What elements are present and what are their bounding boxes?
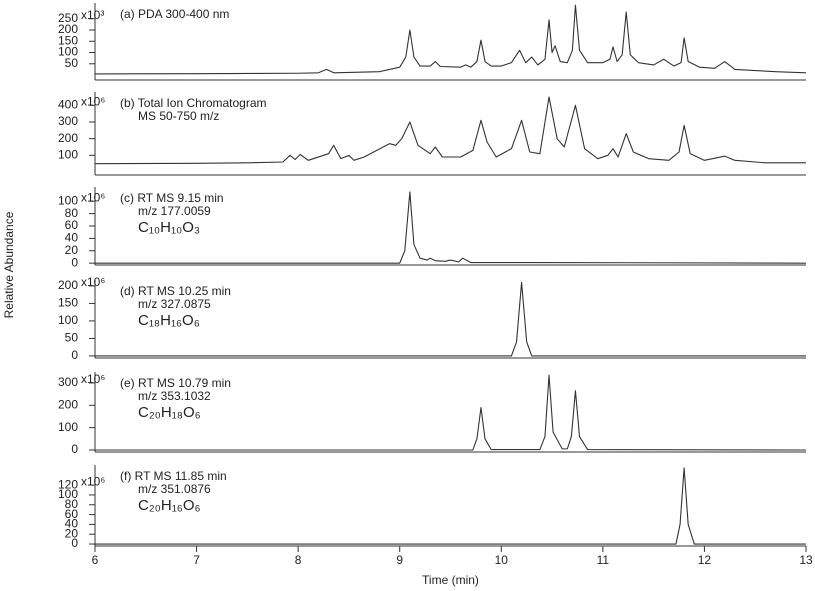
- y-tick-label: 100: [58, 148, 78, 162]
- y-tick-label: 80: [65, 206, 79, 220]
- x-tick-label: 7: [193, 553, 200, 567]
- y-tick-label: 60: [65, 507, 79, 521]
- y-tick-label: 40: [65, 231, 79, 245]
- y-tick-label: 80: [65, 497, 79, 511]
- x-tick-label: 6: [92, 553, 99, 567]
- panel-label: m/z 351.0876: [138, 482, 211, 496]
- y-unit-label: x10⁶: [81, 275, 105, 289]
- y-tick-label: 100: [58, 420, 78, 434]
- y-tick-label: 150: [58, 296, 78, 310]
- panel-label: m/z 353.1032: [138, 389, 211, 403]
- trace: [94, 96, 806, 165]
- panel-label: MS 50-750 m/z: [138, 109, 219, 123]
- trace: [95, 191, 807, 264]
- y-tick-label: 0: [71, 255, 78, 269]
- panel-label: m/z 327.0875: [138, 297, 211, 311]
- trace: [95, 467, 806, 545]
- y-tick-label: 100: [58, 313, 78, 327]
- y-unit-label: x10⁶: [81, 474, 105, 488]
- panel-label: (a) PDA 300-400 nm: [120, 7, 229, 21]
- y-tick-label: 100: [58, 487, 78, 501]
- y-tick-label: 100: [58, 193, 78, 207]
- panel-label: (c) RT MS 9.15 min: [120, 191, 224, 205]
- x-tick-label: 8: [295, 553, 302, 567]
- y-tick-label: 150: [58, 33, 78, 47]
- y-tick-label: 300: [58, 114, 78, 128]
- y-tick-label: 200: [58, 397, 78, 411]
- y-tick-label: 250: [58, 11, 78, 25]
- y-tick-label: 20: [65, 243, 79, 257]
- x-tick-label: 11: [597, 553, 610, 567]
- formula: C₂₀H₁₆O₆: [138, 497, 201, 514]
- y-unit-label: x10⁶: [81, 372, 105, 386]
- y-tick-label: 300: [58, 375, 78, 389]
- formula: C₁₈H₁₆O₆: [138, 312, 200, 329]
- y-tick-label: 100: [58, 45, 78, 59]
- y-axis-label: Relative Abundance: [2, 211, 16, 318]
- y-tick-label: 50: [65, 56, 79, 70]
- y-tick-label: 200: [58, 131, 78, 145]
- y-unit-label: x10³: [81, 8, 104, 22]
- panel-label: (d) RT MS 10.25 min: [120, 284, 231, 298]
- y-tick-label: 120: [58, 477, 78, 491]
- y-unit-label: x10⁶: [81, 95, 105, 109]
- panel-label: m/z 177.0059: [138, 204, 211, 218]
- y-tick-label: 200: [58, 278, 78, 292]
- formula: C₂₀H₁₈O₆: [138, 404, 201, 421]
- y-tick-label: 60: [65, 218, 79, 232]
- formula: C₁₀H₁₀O₃: [138, 219, 200, 236]
- y-tick-label: 0: [71, 536, 78, 550]
- panel-label: (e) RT MS 10.79 min: [120, 376, 231, 390]
- y-unit-label: x10⁶: [81, 190, 105, 204]
- y-tick-label: 0: [71, 348, 78, 362]
- trace: [94, 4, 807, 75]
- trace: [95, 374, 807, 451]
- x-tick-label: 10: [495, 553, 509, 567]
- x-tick-label: 12: [698, 553, 712, 567]
- y-tick-label: 40: [65, 517, 79, 531]
- y-tick-label: 50: [65, 331, 79, 345]
- y-tick-label: 0: [71, 442, 78, 456]
- panel-label: (f) RT MS 11.85 min: [120, 469, 227, 483]
- x-tick-label: 13: [799, 553, 813, 567]
- trace: [95, 281, 806, 357]
- y-tick-label: 200: [58, 22, 78, 36]
- y-tick-label: 20: [65, 526, 79, 540]
- panel-label: (b) Total Ion Chromatogram: [120, 96, 267, 110]
- x-axis-label: Time (min): [422, 573, 479, 587]
- x-tick-label: 9: [396, 553, 403, 567]
- y-tick-label: 400: [58, 98, 78, 112]
